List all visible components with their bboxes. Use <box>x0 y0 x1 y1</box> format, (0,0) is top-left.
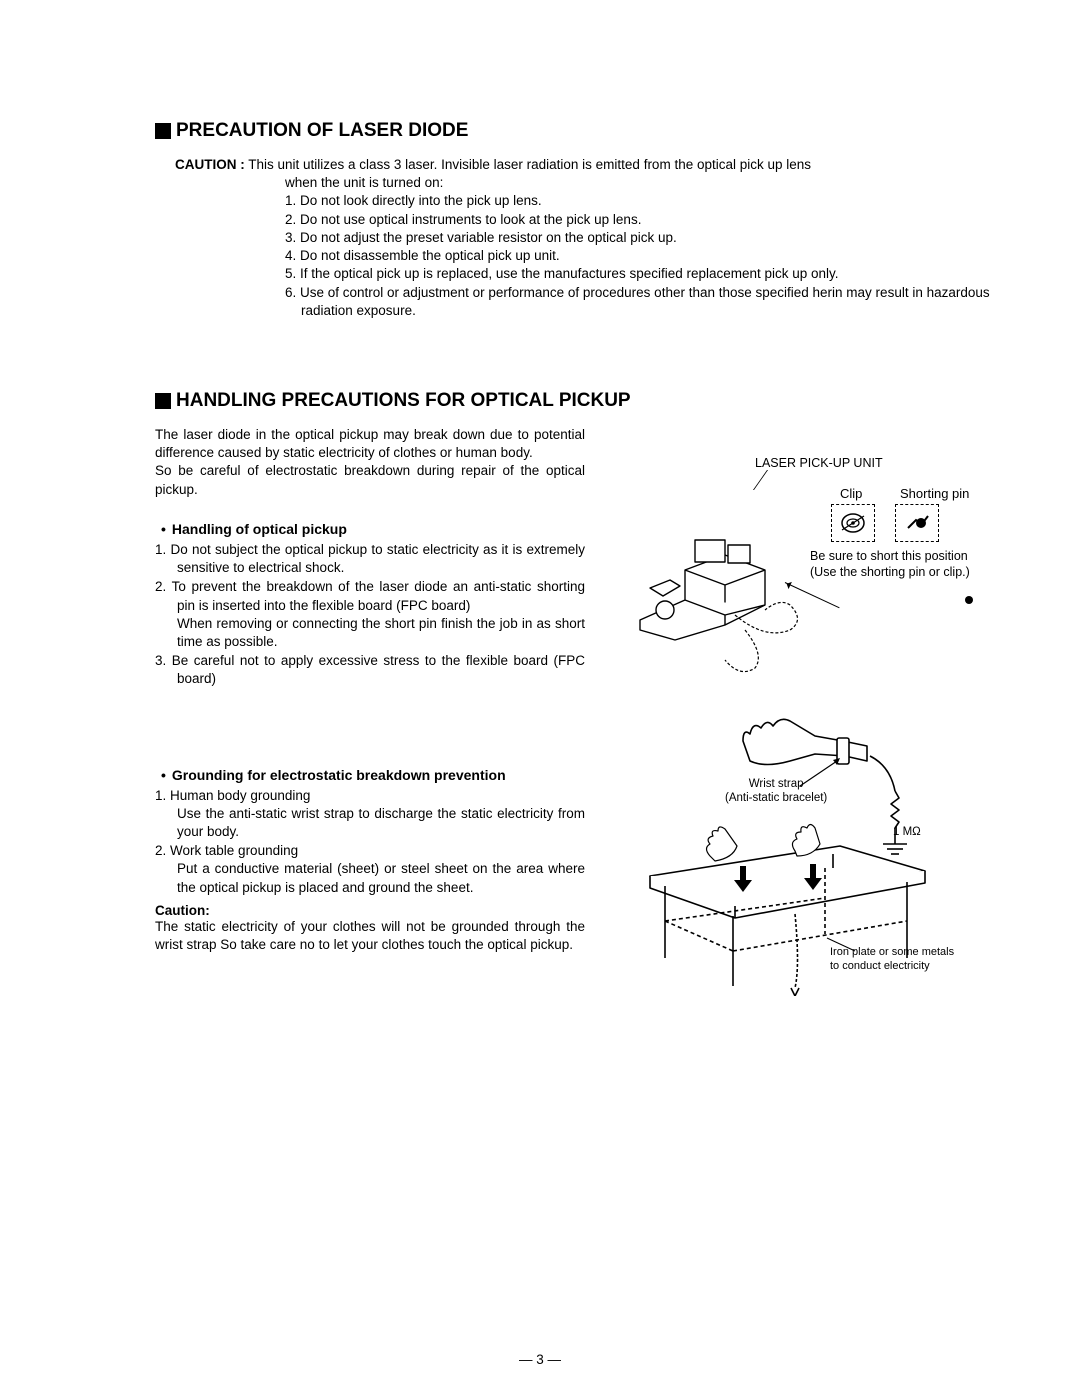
item-continuation: Put a conductive material (sheet) or ste… <box>177 860 585 896</box>
caution-item: 1. Do not look directly into the pick up… <box>285 192 1000 210</box>
item-text: Be careful not to apply excessive stress… <box>172 653 585 686</box>
list-item: 2. To prevent the breakdown of the laser… <box>155 578 585 651</box>
clip-label: Clip <box>840 486 862 501</box>
item-number: 1. <box>155 788 166 803</box>
caution-item: 3. Do not adjust the preset variable res… <box>285 229 1000 247</box>
item-number: 2. <box>155 843 166 858</box>
item-number: 3. <box>155 653 166 668</box>
caution-list: 1. Do not look directly into the pick up… <box>155 192 1000 320</box>
pickup-device-illustration <box>615 510 815 680</box>
intro-paragraph: The laser diode in the optical pickup ma… <box>155 426 585 499</box>
item-continuation: Use the anti-static wrist strap to disch… <box>177 805 585 841</box>
shorting-pin-label: Shorting pin <box>900 486 969 501</box>
section2-heading: HANDLING PRECAUTIONS FOR OPTICAL PICKUP <box>155 390 1000 412</box>
intro-text-1: The laser diode in the optical pickup ma… <box>155 427 585 460</box>
item-continuation: When removing or connecting the short pi… <box>177 615 585 651</box>
wrist-strap-label: Wrist strap (Anti-static bracelet) <box>725 778 827 806</box>
list-item: 1. Do not subject the optical pickup to … <box>155 541 585 577</box>
square-bullet-icon <box>155 123 171 139</box>
diagram1-title: LASER PICK-UP UNIT <box>755 456 883 470</box>
shorting-pin-icon-box <box>895 504 939 542</box>
list-item: 1. Human body grounding Use the anti-sta… <box>155 787 585 842</box>
item-text: Human body grounding <box>170 788 310 803</box>
grounding-diagram: Wrist strap (Anti-static bracelet) 1 MΩ … <box>615 706 975 1006</box>
grounding-list: 1. Human body grounding Use the anti-sta… <box>155 787 585 897</box>
item-number: 2. <box>155 579 166 594</box>
item-text: Do not subject the optical pickup to sta… <box>170 542 585 575</box>
caution-item: 2. Do not use optical instruments to loo… <box>285 211 1000 229</box>
caution-item: 4. Do not disassemble the optical pick u… <box>285 247 1000 265</box>
two-column-layout: The laser diode in the optical pickup ma… <box>155 426 1000 1006</box>
item-text: To prevent the breakdown of the laser di… <box>172 579 585 612</box>
grounding-title: Grounding for electrostatic breakdown pr… <box>155 767 585 783</box>
list-item: 2. Work table grounding Put a conductive… <box>155 842 585 897</box>
diagram1-note: Be sure to short this position (Use the … <box>810 548 990 581</box>
clip-icon-box <box>831 504 875 542</box>
list-item: 3. Be careful not to apply excessive str… <box>155 652 585 688</box>
handling-list: 1. Do not subject the optical pickup to … <box>155 541 585 689</box>
note-line2: to conduct electricity <box>830 960 930 972</box>
laser-pickup-diagram: LASER PICK-UP UNIT Clip Shorting pin <box>615 456 975 686</box>
shorting-pin-icon <box>902 510 932 536</box>
right-column: LASER PICK-UP UNIT Clip Shorting pin <box>615 426 1000 1006</box>
item-number: 1. <box>155 542 166 557</box>
dot-marker-icon <box>965 596 973 604</box>
square-bullet-icon <box>155 393 171 409</box>
handling-title: Handling of optical pickup <box>155 521 585 537</box>
wrist-label-1: Wrist strap <box>749 778 804 790</box>
caution-label: CAUTION : <box>175 157 245 172</box>
leader-line <box>753 470 822 490</box>
caution-block: CAUTION : This unit utilizes a class 3 l… <box>155 156 1000 320</box>
wrist-label-2: (Anti-static bracelet) <box>725 792 827 804</box>
grounding-section: Grounding for electrostatic breakdown pr… <box>155 767 585 955</box>
section2-heading-text: HANDLING PRECAUTIONS FOR OPTICAL PICKUP <box>176 390 631 412</box>
section1-heading: PRECAUTION OF LASER DIODE <box>155 120 1000 142</box>
page-number: — 3 — <box>0 1352 1080 1367</box>
left-column: The laser diode in the optical pickup ma… <box>155 426 585 1006</box>
grounding-caution-label: Caution: <box>155 903 585 918</box>
section1-heading-text: PRECAUTION OF LASER DIODE <box>176 120 468 142</box>
resistor-label: 1 MΩ <box>893 826 921 838</box>
note-line2: (Use the shorting pin or clip.) <box>810 565 970 579</box>
note-line1: Iron plate or some metals <box>830 946 954 958</box>
intro-text-2: So be careful of electrostatic breakdown… <box>155 463 585 496</box>
caution-intro-line2: when the unit is turned on: <box>155 174 1000 192</box>
clip-icon <box>838 510 868 536</box>
note-line1: Be sure to short this position <box>810 549 968 563</box>
caution-intro: This unit utilizes a class 3 laser. Invi… <box>248 157 811 172</box>
caution-item: 5. If the optical pick up is replaced, u… <box>285 265 1000 283</box>
page-content: PRECAUTION OF LASER DIODE CAUTION : This… <box>0 0 1080 1046</box>
caution-item: 6. Use of control or adjustment or perfo… <box>285 284 1000 320</box>
grounding-caution-text: The static electricity of your clothes w… <box>155 918 585 954</box>
item-text: Work table grounding <box>170 843 298 858</box>
diagram2-note: Iron plate or some metals to conduct ele… <box>830 946 980 974</box>
